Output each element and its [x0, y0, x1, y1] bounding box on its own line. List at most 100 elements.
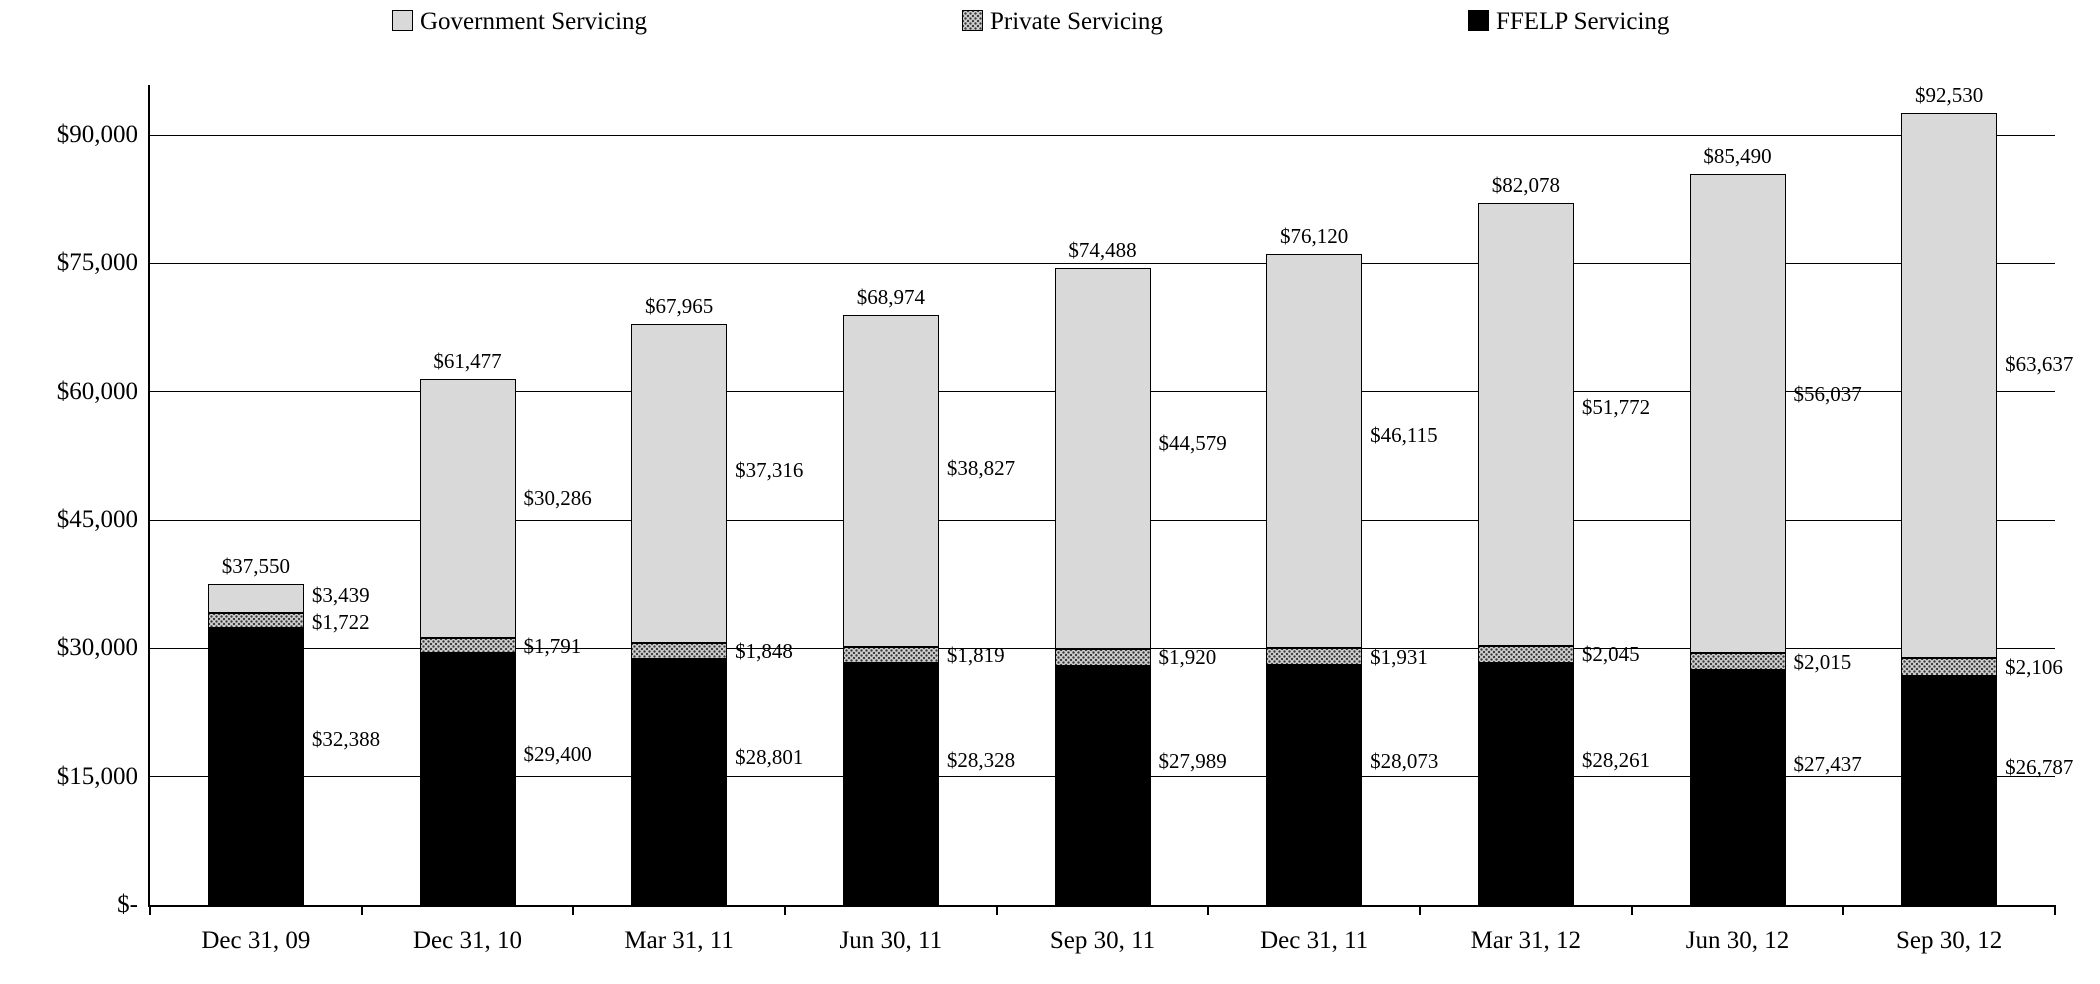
- segment-value-label-private: $1,848: [735, 638, 793, 663]
- y-axis-tick-label: $30,000: [56, 634, 138, 662]
- gridline: [150, 262, 2055, 264]
- segment-value-label-government: $37,316: [735, 458, 804, 483]
- segment-value-label-government: $44,579: [1158, 431, 1227, 456]
- segment-value-label-private: $1,722: [311, 610, 370, 635]
- y-axis-tick-label: $45,000: [56, 506, 138, 533]
- legend-item-ffelp-servicing: FFELP Servicing: [1468, 6, 1669, 38]
- bar-segment-private: [1901, 657, 1998, 676]
- segment-value-label-private: $2,106: [2005, 654, 2063, 679]
- bar-total-label: $82,078: [1491, 172, 1560, 197]
- bar-segment-government: [1054, 267, 1151, 650]
- x-axis-category-label: Mar 31, 12: [1470, 927, 1582, 954]
- segment-value-label-ffelp: $28,328: [946, 747, 1016, 772]
- segment-value-label-private: $2,045: [1581, 642, 1640, 667]
- x-axis-tick: [2054, 905, 2056, 915]
- segment-value-label-private: $2,015: [1793, 649, 1852, 674]
- bar-total-label: $61,477: [433, 349, 502, 374]
- bar-segment-government: [419, 379, 516, 639]
- bar-segment-private: [1689, 653, 1786, 671]
- x-axis-tick: [1842, 905, 1845, 915]
- segment-value-label-ffelp: $32,388: [311, 726, 381, 751]
- bar-segment-government: [1901, 113, 1998, 658]
- bar-total-label: $76,120: [1280, 223, 1349, 248]
- bar-segment-private: [842, 647, 939, 663]
- y-axis-tick-label: $-: [117, 891, 138, 918]
- bar-segment-government: [842, 314, 939, 648]
- ffelp-servicing-swatch-icon: [1468, 10, 1489, 31]
- x-axis-category-label: Sep 30, 12: [1896, 927, 2003, 954]
- bar-total-label: $37,550: [221, 553, 290, 578]
- x-axis-tick: [1207, 905, 1210, 915]
- bar-segment-private: [1477, 645, 1574, 664]
- legend-label-private-servicing: Private Servicing: [990, 8, 1163, 35]
- bar-total-label: $74,488: [1068, 237, 1137, 262]
- legend-item-government-servicing: Government Servicing: [392, 6, 647, 38]
- segment-value-label-government: $46,115: [1370, 423, 1438, 448]
- segment-value-label-ffelp: $28,261: [1581, 747, 1651, 772]
- bar-segment-private: [207, 613, 304, 628]
- bar-segment-ffelp: [1266, 664, 1363, 905]
- bar-segment-government: [1266, 253, 1363, 649]
- segment-value-label-government: $51,772: [1581, 394, 1651, 419]
- bar-segment-ffelp: [207, 627, 304, 905]
- legend-label-government-servicing: Government Servicing: [420, 8, 648, 35]
- x-axis-category-label: Jun 30, 11: [839, 927, 943, 954]
- segment-value-label-ffelp: $27,437: [1793, 752, 1862, 777]
- bar-segment-private: [1266, 648, 1363, 665]
- x-axis-category-label: Dec 31, 09: [201, 927, 311, 954]
- segment-value-label-government: $38,827: [946, 455, 1016, 480]
- bar-segment-private: [419, 638, 516, 654]
- segment-value-label-ffelp: $28,073: [1370, 748, 1439, 773]
- x-axis-category-label: Jun 30, 12: [1685, 927, 1790, 954]
- bar-segment-ffelp: [1689, 670, 1786, 905]
- bar-segment-ffelp: [419, 653, 516, 905]
- x-axis-tick: [360, 905, 363, 915]
- segment-value-label-government: $63,637: [2005, 351, 2074, 376]
- bar-segment-government: [1689, 173, 1786, 654]
- segment-value-label-ffelp: $26,787: [2005, 755, 2074, 780]
- bar-segment-government: [207, 583, 304, 614]
- segment-value-label-ffelp: $29,400: [523, 742, 592, 767]
- bar-segment-government: [631, 323, 728, 643]
- x-axis-tick: [1630, 905, 1633, 915]
- x-axis-category-label: Sep 30, 11: [1049, 927, 1156, 954]
- x-axis-category-label: Mar 31, 11: [624, 927, 734, 954]
- bar-segment-ffelp: [1477, 663, 1574, 905]
- bar-total-label: $67,965: [645, 293, 714, 318]
- x-axis-tick: [995, 905, 998, 915]
- bar-segment-government: [1477, 202, 1574, 646]
- x-axis-category-label: Dec 31, 10: [413, 927, 522, 954]
- x-axis-line: [148, 905, 2055, 907]
- bar-segment-ffelp: [842, 662, 939, 905]
- government-servicing-swatch-icon: [392, 10, 413, 31]
- x-axis-category-label: Dec 31, 11: [1260, 927, 1369, 954]
- bar-total-label: $92,530: [1915, 83, 1984, 108]
- bar-segment-private: [1054, 649, 1151, 666]
- bar-segment-private: [631, 642, 728, 659]
- x-axis-tick: [572, 905, 575, 915]
- segment-value-label-ffelp: $27,989: [1158, 749, 1227, 774]
- y-axis-line: [148, 85, 150, 905]
- y-axis-tick-label: $75,000: [56, 249, 138, 277]
- x-axis-tick: [1419, 905, 1421, 915]
- y-axis-tick-label: $90,000: [56, 121, 138, 148]
- private-servicing-swatch-icon: [962, 10, 983, 31]
- bar-segment-ffelp: [1054, 665, 1151, 905]
- segment-value-label-government: $56,037: [1793, 382, 1862, 407]
- bar-segment-ffelp: [631, 658, 728, 905]
- x-axis-tick: [784, 905, 786, 915]
- gridline: [150, 134, 2055, 136]
- segment-value-label-government: $3,439: [311, 583, 370, 608]
- segment-value-label-private: $1,791: [523, 633, 582, 658]
- bar-total-label: $85,490: [1703, 143, 1772, 168]
- legend-item-private-servicing: Private Servicing: [962, 6, 1163, 38]
- segment-value-label-private: $1,931: [1370, 644, 1428, 669]
- legend-label-ffelp-servicing: FFELP Servicing: [1496, 8, 1670, 35]
- y-axis-tick-label: $15,000: [56, 762, 138, 790]
- segment-value-label-government: $30,286: [523, 486, 592, 511]
- y-axis-tick-label: $60,000: [56, 377, 138, 405]
- segment-value-label-private: $1,819: [946, 642, 1005, 667]
- x-axis-tick: [149, 905, 151, 915]
